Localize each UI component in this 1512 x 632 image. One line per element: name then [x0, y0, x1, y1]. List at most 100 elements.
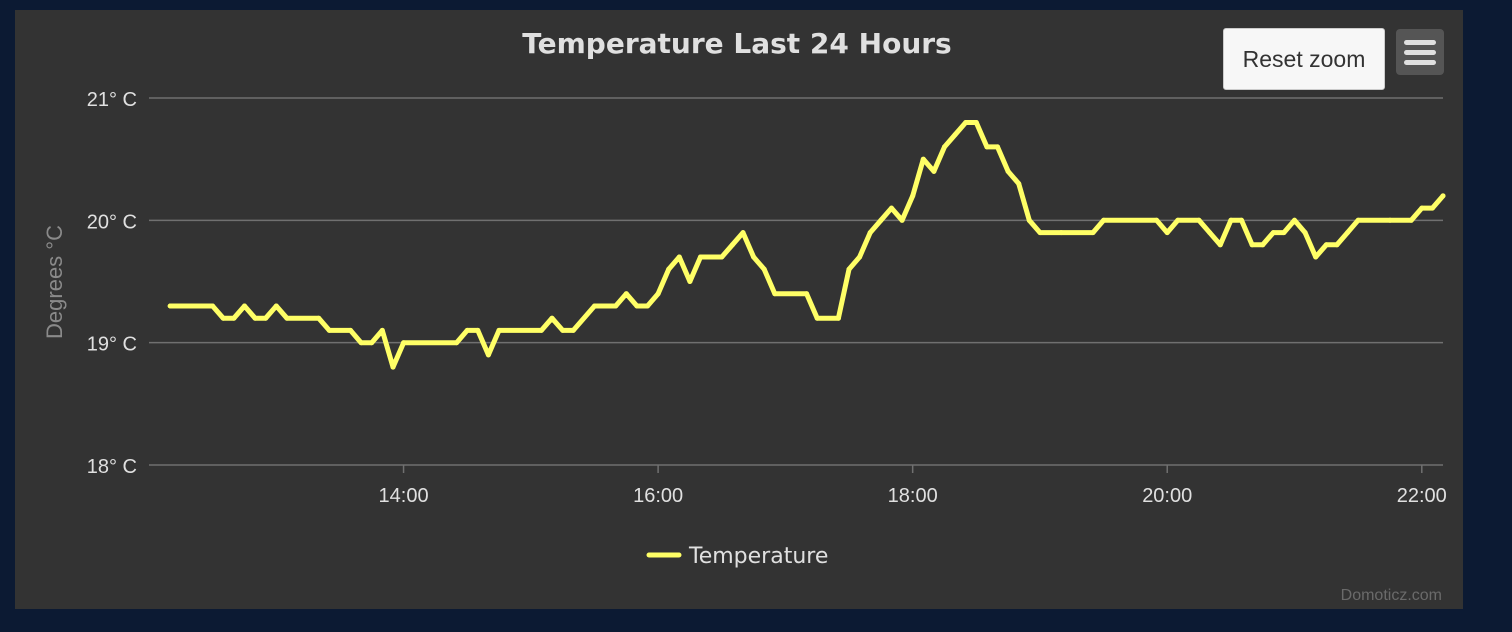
data-point[interactable] — [740, 230, 746, 236]
data-point[interactable] — [899, 217, 905, 223]
data-point[interactable] — [1026, 217, 1032, 223]
data-point[interactable] — [326, 327, 332, 333]
data-point[interactable] — [242, 303, 247, 309]
data-point[interactable] — [634, 303, 640, 309]
data-point[interactable] — [645, 303, 650, 309]
data-point[interactable] — [698, 254, 703, 260]
data-point[interactable] — [592, 303, 597, 309]
data-point[interactable] — [1228, 217, 1234, 223]
x-tick-label: 22:00 — [1397, 485, 1447, 507]
chart-canvas[interactable]: 21° C 20° C 19° C 18° C 14:00 16:00 18:00 20:0… — [15, 10, 1463, 609]
data-point[interactable] — [835, 315, 841, 321]
data-point[interactable] — [348, 327, 353, 333]
data-point[interactable] — [549, 315, 555, 321]
data-point[interactable] — [1334, 242, 1340, 248]
data-point[interactable] — [1196, 217, 1202, 223]
data-point[interactable] — [538, 327, 544, 333]
data-point[interactable] — [379, 327, 385, 333]
data-point[interactable] — [1207, 230, 1213, 236]
data-point[interactable] — [984, 144, 990, 150]
data-point[interactable] — [1217, 242, 1223, 248]
legend-item-temperature[interactable]: Temperature — [688, 544, 828, 569]
data-point[interactable] — [231, 315, 237, 321]
data-point[interactable] — [1440, 193, 1446, 199]
data-point[interactable] — [676, 254, 682, 260]
data-point[interactable] — [666, 266, 672, 272]
data-point[interactable] — [167, 303, 173, 309]
data-point[interactable] — [1355, 217, 1361, 223]
chart-menu-button[interactable] — [1396, 29, 1444, 75]
data-point[interactable] — [369, 340, 375, 346]
data-point[interactable] — [1154, 217, 1160, 223]
data-point[interactable] — [284, 315, 290, 321]
data-point[interactable] — [1292, 217, 1297, 223]
data-point[interactable] — [995, 144, 1000, 150]
data-point[interactable] — [1281, 230, 1287, 236]
data-point[interactable] — [1175, 217, 1181, 223]
data-point[interactable] — [1016, 181, 1022, 187]
data-point[interactable] — [273, 303, 279, 309]
data-point[interactable] — [1005, 168, 1011, 174]
data-point[interactable] — [401, 340, 407, 346]
data-point[interactable] — [1101, 217, 1107, 223]
data-point[interactable] — [1058, 230, 1064, 236]
data-point[interactable] — [846, 266, 852, 272]
data-point[interactable] — [910, 193, 916, 199]
data-point[interactable] — [613, 303, 619, 309]
data-point[interactable] — [942, 144, 947, 150]
data-point[interactable] — [485, 352, 491, 358]
data-point[interactable] — [496, 327, 502, 333]
data-point[interactable] — [963, 120, 969, 125]
data-point[interactable] — [570, 327, 576, 333]
data-point[interactable] — [1429, 205, 1435, 211]
data-point[interactable] — [210, 303, 216, 309]
data-point[interactable] — [878, 217, 884, 223]
data-point[interactable] — [867, 230, 873, 236]
data-point[interactable] — [1164, 230, 1170, 236]
data-point[interactable] — [390, 364, 396, 370]
data-point[interactable] — [475, 327, 481, 333]
data-point[interactable] — [220, 315, 226, 321]
data-point[interactable] — [814, 315, 820, 321]
data-point[interactable] — [623, 291, 629, 297]
data-point[interactable] — [719, 254, 725, 260]
data-point[interactable] — [952, 132, 958, 138]
data-point[interactable] — [263, 315, 269, 321]
data-point[interactable] — [1239, 217, 1244, 223]
data-point[interactable] — [1270, 230, 1276, 236]
data-point[interactable] — [751, 254, 757, 260]
data-point[interactable] — [1323, 242, 1329, 248]
data-point[interactable] — [804, 291, 810, 297]
data-point[interactable] — [358, 340, 364, 346]
data-point[interactable] — [1302, 230, 1308, 236]
reset-zoom-button[interactable]: Reset zoom — [1223, 28, 1385, 90]
data-point[interactable] — [772, 291, 778, 297]
data-point[interactable] — [1090, 230, 1096, 236]
data-point[interactable] — [973, 120, 979, 125]
grid-layer — [149, 97, 1443, 466]
data-point[interactable] — [1408, 217, 1414, 223]
data-point[interactable] — [316, 315, 322, 321]
data-point[interactable] — [464, 327, 470, 333]
data-point[interactable] — [1387, 217, 1393, 223]
data-point[interactable] — [560, 327, 566, 333]
data-point[interactable] — [1313, 254, 1319, 260]
data-point[interactable] — [920, 156, 926, 162]
data-point[interactable] — [1345, 230, 1350, 236]
data-point[interactable] — [931, 168, 937, 174]
data-point[interactable] — [1037, 230, 1043, 236]
legend[interactable]: Temperature — [646, 544, 828, 569]
data-point[interactable] — [1260, 242, 1266, 248]
data-point[interactable] — [729, 242, 735, 248]
data-point[interactable] — [889, 205, 894, 211]
data-point[interactable] — [687, 279, 693, 284]
credits-link[interactable]: Domoticz.com — [1341, 587, 1442, 604]
data-point[interactable] — [857, 254, 863, 260]
data-point[interactable] — [761, 266, 767, 272]
data-point[interactable] — [655, 291, 661, 297]
hamburger-menu-icon — [1404, 39, 1436, 45]
data-point[interactable] — [454, 340, 460, 346]
data-point[interactable] — [1249, 242, 1255, 248]
data-point[interactable] — [1419, 205, 1425, 211]
data-point[interactable] — [252, 315, 258, 321]
